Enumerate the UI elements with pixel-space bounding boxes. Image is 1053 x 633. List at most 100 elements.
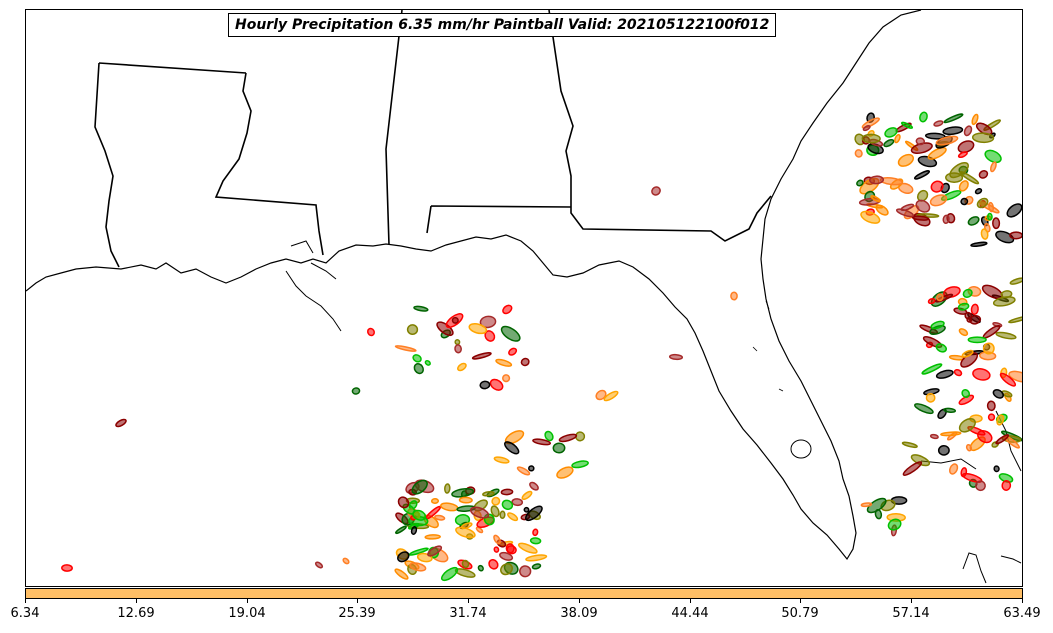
precip-blob xyxy=(461,559,470,569)
precip-blob xyxy=(115,418,127,428)
precip-blob xyxy=(958,328,969,337)
precip-blob xyxy=(942,214,950,225)
precip-blob xyxy=(948,463,959,475)
precip-blob xyxy=(511,498,524,507)
map-canvas xyxy=(26,10,1022,584)
precip-blob xyxy=(595,389,607,401)
precip-blob xyxy=(367,327,375,337)
precip-blob xyxy=(499,551,514,561)
precip-blob xyxy=(961,389,971,398)
precip-blob xyxy=(730,291,738,301)
precip-blob xyxy=(1008,315,1022,324)
precip-blob xyxy=(901,441,918,449)
precip-blob xyxy=(959,171,980,185)
precip-blob xyxy=(870,195,881,203)
precip-blob xyxy=(413,363,424,375)
precip-blob xyxy=(445,313,464,329)
precip-blob xyxy=(972,368,991,381)
colorbar-tick xyxy=(357,599,358,603)
precip-blob xyxy=(970,303,979,316)
precip-blob xyxy=(897,153,915,167)
precip-blob xyxy=(482,491,495,497)
precip-blob xyxy=(412,509,427,521)
precip-blob xyxy=(668,353,684,361)
precip-blob xyxy=(460,522,473,530)
precip-blob xyxy=(929,194,948,207)
precip-blob xyxy=(558,433,578,443)
precip-blob xyxy=(914,403,934,415)
precip-blob xyxy=(532,438,552,446)
precip-blob xyxy=(856,179,864,187)
precip-blob xyxy=(488,558,499,570)
precip-blob xyxy=(927,146,947,160)
precip-blob xyxy=(943,113,964,124)
precip-blob xyxy=(504,441,520,455)
precip-blob xyxy=(1006,203,1022,218)
precip-blob xyxy=(532,528,539,537)
precip-blob xyxy=(603,390,619,402)
precip-blob xyxy=(516,466,531,476)
precip-blob xyxy=(975,480,986,492)
colorbar-tick xyxy=(1022,599,1023,603)
precip-blob xyxy=(902,461,923,476)
precip-blob xyxy=(507,512,519,522)
precip-blob xyxy=(887,518,902,531)
precip-blob xyxy=(434,514,446,521)
precip-blob xyxy=(978,170,989,179)
precip-blob xyxy=(900,203,915,212)
map-title: Hourly Precipitation 6.35 mm/hr Paintbal… xyxy=(228,13,777,37)
precip-blob xyxy=(1009,231,1022,240)
precip-blob xyxy=(967,216,980,226)
precip-blob xyxy=(520,357,530,367)
colorbar-tick-label: 31.74 xyxy=(449,606,487,621)
precip-blob xyxy=(408,547,429,556)
precip-blob xyxy=(933,120,944,127)
precip-blob xyxy=(989,161,997,173)
precip-blob xyxy=(992,296,1016,307)
precip-blob xyxy=(976,197,989,209)
precip-blob xyxy=(962,288,973,298)
precip-blob xyxy=(936,293,944,302)
florida-lakes xyxy=(752,300,784,392)
colorbar-tick-label: 12.69 xyxy=(117,606,155,621)
precip-blob xyxy=(963,125,973,137)
precip-blob xyxy=(495,358,513,367)
precip-blob xyxy=(409,562,427,572)
precip-blob xyxy=(874,508,883,520)
precip-blob xyxy=(571,460,589,469)
colorbar-tick-label: 19.04 xyxy=(228,606,266,621)
precip-blob xyxy=(471,352,492,360)
precip-blob xyxy=(995,434,1010,445)
precip-blob xyxy=(993,465,1000,473)
precip-blob xyxy=(484,330,496,342)
precip-blob xyxy=(552,442,566,454)
precip-blob xyxy=(945,172,964,183)
precip-blob xyxy=(957,302,970,311)
precip-blob xyxy=(980,228,989,240)
colorbar-tick xyxy=(25,599,26,603)
precip-blob xyxy=(868,175,885,185)
precip-blob xyxy=(987,212,993,221)
colorbar-tick-label: 25.39 xyxy=(338,606,376,621)
precip-blob xyxy=(921,363,943,375)
precip-blob xyxy=(397,551,410,563)
precip-blob xyxy=(411,479,428,495)
precip-blob xyxy=(986,400,996,412)
precip-blob xyxy=(491,496,501,506)
precip-blob xyxy=(875,204,889,216)
precip-blob xyxy=(999,372,1017,387)
precip-blob xyxy=(971,113,979,126)
precip-blob xyxy=(61,564,73,572)
precip-blob xyxy=(940,431,962,437)
precip-blob xyxy=(984,149,1002,164)
precip-blob xyxy=(424,359,431,366)
precip-blob xyxy=(493,456,510,464)
colorbar-tick-label: 50.79 xyxy=(781,606,819,621)
precip-blob xyxy=(502,374,511,383)
precip-blob xyxy=(457,362,467,372)
precip-blob xyxy=(525,554,548,562)
precip-blob xyxy=(493,546,500,553)
precip-blob xyxy=(925,392,936,403)
precip-blob xyxy=(440,566,459,582)
lake-okeechobee xyxy=(790,439,812,459)
